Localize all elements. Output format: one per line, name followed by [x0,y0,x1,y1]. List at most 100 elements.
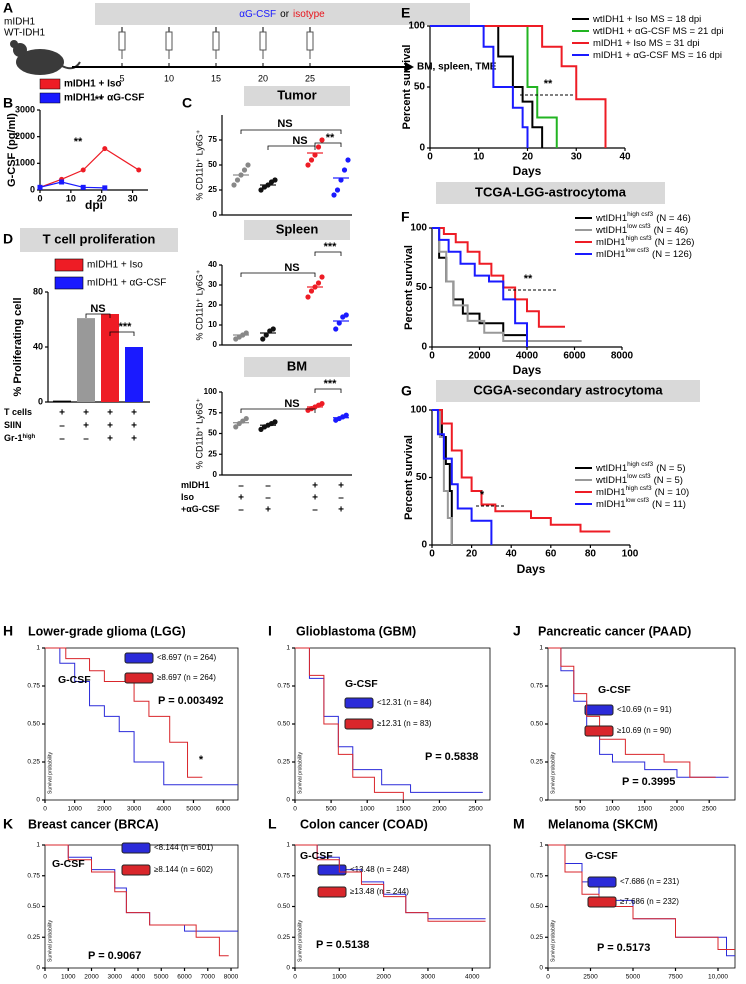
x-tick-label: 2000 [432,806,447,813]
dot [319,137,325,143]
condition-name: +αG-CSF [181,504,220,514]
y-tick-label: 0.25 [530,759,543,766]
x-tick-label: 1500 [396,806,411,813]
x-tick-label: 2000 [376,974,391,981]
legend-label: ≥10.69 (n = 90) [617,726,672,735]
day-label: 15 [211,73,221,83]
legend-title: G-CSF [300,850,333,862]
legend-sup: low csf3 [626,497,650,504]
dot [331,192,337,198]
day-label: 20 [258,73,268,83]
y-tick-label: 0.75 [27,683,40,690]
legend-label: wtIDH1low csf3 (N = 5) [595,473,683,485]
y-axis-label: Survival probability [297,920,303,962]
y-tick-label: 0.50 [530,903,543,910]
dot [305,294,311,300]
x-tick-label: 4000 [465,974,480,981]
y-tick-label: 75 [208,135,217,144]
x-tick-label: 1000 [605,806,620,813]
dot [263,332,269,338]
x-tick-label: 1000 [61,974,76,981]
legend-name: mIDH1 + Iso MS = 31 dpi [593,38,700,49]
survival-curve [430,25,544,148]
y-axis-label: % CD11b⁺ Ly6G⁺ [194,129,204,200]
annotation: NS [284,262,299,274]
legend-name: mIDH1 + αG-CSF MS = 16 dpi [593,50,722,61]
legend-sup: high csf3 [626,235,652,242]
x-tick-label: 1000 [67,806,82,813]
survival-curve [432,409,453,545]
panel-label: H [3,623,13,639]
x-tick-label: 40 [506,549,518,560]
condition-mark: – [312,505,318,516]
panel-label: E [401,5,410,21]
chart-title: Breast cancer (BRCA) [28,817,159,831]
y-tick-label: 0.25 [277,934,290,941]
point [80,184,86,190]
legend-label: wtIDH1 + Iso MS = 18 dpi [592,14,701,25]
chart-title: Lower-grade glioma (LGG) [28,624,186,638]
annotation-bracket [85,313,111,318]
chart-title: BM [287,358,307,373]
y-axis-label: % CD11b⁺ Ly6G⁺ [194,269,204,340]
survival-curve [548,647,729,778]
y-axis-label: Percent survival [401,45,413,130]
dot [241,167,248,173]
legend-label: <8.144 (n = 601) [154,843,213,852]
dot [312,152,318,158]
treatment-box [95,3,470,25]
condition-mark: + [107,408,113,419]
legend-label: mIDH1 + Iso MS = 31 dpi [593,38,700,49]
x-tick-label: 0 [427,152,433,163]
day-label: 5 [119,73,124,83]
condition-mark: + [312,493,318,504]
syringe [212,27,220,59]
legend-swatch [124,652,154,664]
dot [243,415,249,422]
survival-curve [432,409,611,533]
survival-curve [295,844,486,922]
condition-mark: – [338,493,344,504]
day-label: 25 [305,73,315,83]
dot [319,274,325,280]
legend-swatch [121,864,151,876]
annotation: ** [95,94,104,106]
title-box [244,220,350,240]
legend-label: mIDH1low csf3 (N = 126) [596,247,692,259]
legend-sup: high csf3 [627,461,653,468]
annotation: ** [524,273,533,285]
condition-name: SIIN [4,420,22,430]
y-axis-label: Survival probability [47,920,53,962]
y-tick-label: 1 [36,842,40,849]
x-tick-label: 5000 [626,974,641,981]
syringe [165,27,173,59]
y-tick-label: 75 [208,408,217,417]
legend-label: mIDH1 + αG-CSF [87,278,166,289]
x-tick-label: 500 [326,806,337,813]
legend-label: mIDH1 + αG-CSF [64,93,144,104]
dot [336,320,342,326]
panel-label: M [513,816,525,832]
dot [312,284,318,290]
treatment-text: isotype [293,9,325,20]
y-tick-label: 0.50 [277,721,290,728]
syringe [306,27,314,59]
x-tick-label: 0 [43,974,47,981]
legend-title: G-CSF [52,858,85,870]
chart-title: T cell proliferation [43,231,156,246]
panel-label: F [401,209,410,225]
syringe-body [212,31,220,51]
condition-label: T cells [4,407,32,417]
annotation-bracket [267,145,316,150]
legend-sup: high csf3 [627,211,653,218]
x-tick-label: 2500 [468,806,483,813]
condition-mark: – [238,481,244,492]
dot [231,182,237,188]
y-tick-label: 100 [410,405,427,416]
condition-mark: – [59,421,65,432]
legend-label: <12.31 (n = 84) [377,698,432,707]
treatment-text: or [280,9,290,20]
legend-swatch [54,258,84,272]
y-axis-label: % CD11b⁺ Ly6G⁺ [194,398,204,469]
title-box [244,357,350,377]
